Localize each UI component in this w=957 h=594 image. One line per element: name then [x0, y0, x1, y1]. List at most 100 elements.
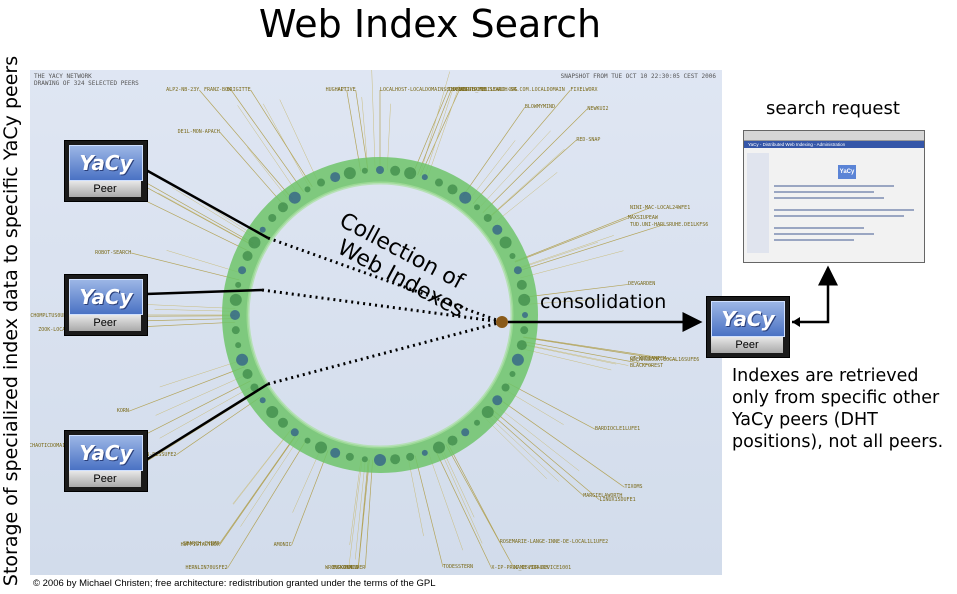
peer-name-label: KOAMIS — [340, 565, 359, 571]
ring-peer-node — [492, 224, 503, 235]
peer-ray — [517, 241, 598, 270]
panel-header-title: THE YACY NETWORK — [34, 73, 92, 80]
peer-name-label: EUROFOUNDER — [332, 565, 366, 571]
peer-ray — [233, 429, 292, 505]
peer-ray — [407, 457, 424, 537]
peer-ray — [219, 433, 298, 545]
yacy-logo: YaCy — [69, 145, 143, 181]
peer-name-label: WOLVERINE.SEARCH-SR.COM.LOCALDOMAIN — [459, 87, 565, 93]
peer-ray — [434, 449, 492, 569]
ring-peer-node — [238, 266, 247, 275]
ring-peer-node — [474, 419, 481, 426]
ring-peer-node — [361, 456, 368, 463]
ring-peer-node — [277, 202, 288, 213]
ring-peer-node — [317, 178, 326, 187]
peer-ray — [230, 89, 304, 192]
screenshot-text-line — [774, 191, 874, 193]
peer-ray — [159, 359, 243, 388]
ring-peer-node — [483, 213, 492, 222]
ring-peer-node — [248, 236, 261, 249]
peer-name-label: CHOMPLTUS0UD10UFE0 — [30, 313, 85, 320]
peer-name-label: WRONG-GE4I9 — [325, 565, 359, 571]
peer-name-label: NDEAHSBOOK.LOCAL16SUFE6 — [630, 357, 700, 364]
ring-peer-node — [432, 441, 445, 454]
peer-ray — [199, 89, 293, 200]
peer-ray — [158, 192, 254, 246]
peer-box-2: YaCy Peer — [64, 274, 148, 336]
ring-peer-node — [492, 395, 503, 406]
peer-ray — [155, 373, 248, 416]
ring-peer-node — [343, 167, 356, 180]
ring-peer-node — [509, 370, 516, 377]
peer-name-label: AMONIC — [273, 542, 292, 549]
ring-peer-node — [235, 281, 242, 288]
network-graph — [84, 70, 677, 569]
ring-peer-node — [447, 435, 458, 446]
peer-ray — [488, 411, 584, 496]
request-arrow-left-head — [792, 317, 800, 327]
peer-name-label: ZOOK-LOCAL6DUFE1 — [38, 326, 87, 333]
peer-ray — [494, 404, 580, 472]
peer-name-label: FIXELWORX — [570, 87, 598, 93]
screenshot-text-line — [774, 197, 884, 199]
peer-ray — [520, 250, 624, 279]
peer-ray — [142, 180, 254, 244]
ring-peer-node — [242, 368, 253, 379]
browser-sidebar — [747, 153, 769, 253]
ring-peer-node — [421, 174, 428, 181]
peer-caption: Peer — [69, 181, 141, 197]
peer-name-label: LOCALHOST-LOCALDOMAINS8DUFE6 — [380, 87, 465, 93]
peer-ray — [227, 439, 307, 569]
peer-ray — [291, 450, 329, 546]
peer-ray — [447, 443, 501, 543]
peer-name-label: X-IP-PROC_DEVIDAUGY — [491, 565, 549, 571]
peer-ray — [171, 187, 257, 240]
screenshot-text-line — [774, 215, 904, 217]
ring-peer-node — [268, 213, 277, 222]
peer-name-label: TODESSTERN — [442, 563, 474, 570]
peer-ray — [518, 224, 664, 272]
screenshot-text-line — [774, 227, 864, 229]
peer-ray — [412, 89, 449, 174]
request-arrow-up — [792, 265, 838, 324]
browser-titlebar — [744, 131, 924, 141]
peer-name-label: LINUX15DUFE1 — [599, 496, 636, 503]
ring-peer-node — [513, 266, 522, 275]
ring-peer-node — [509, 253, 516, 260]
ring-peer-node — [266, 406, 279, 419]
peer-ray — [417, 89, 452, 176]
peer-ray — [427, 451, 464, 551]
page-title: Web Index Search — [258, 2, 602, 46]
ring-peer-node — [406, 452, 415, 461]
peer-name-label: NINI-MAC-LOCAL24WFE1 — [630, 204, 691, 211]
ring-peer-node — [481, 406, 494, 419]
peer-name-label: TIXOMS — [624, 484, 643, 491]
peer-ray — [219, 131, 285, 207]
peer-ray — [523, 284, 629, 298]
ring-peer-node — [277, 417, 288, 428]
ring-peer-node — [516, 340, 527, 351]
ring-nodes — [229, 165, 531, 466]
ring-peer-node — [447, 184, 458, 195]
yacy-logo: YaCy — [711, 301, 785, 337]
ring-peer-node — [288, 191, 301, 204]
peer-ray — [488, 139, 577, 219]
peer-ray — [521, 348, 612, 371]
peer-name-label: RED-SNAP — [576, 137, 601, 144]
ring-peer-node — [250, 383, 259, 392]
peer-ray — [522, 341, 653, 366]
ring-peer-node — [518, 293, 531, 306]
peer-name-label: KORN — [116, 408, 129, 415]
peer-box-3: YaCy Peer — [64, 430, 148, 492]
peer-ray — [498, 398, 625, 488]
peer-name-label: MARGIELAWORTH — [583, 492, 623, 499]
peer-name-label: TUXLANDTUXFE1 — [448, 87, 488, 93]
ring-peer-node — [376, 166, 384, 174]
search-request-label: search request — [766, 98, 900, 119]
ring-peer-node — [315, 441, 328, 454]
peer-name-label: BLACKFOREST — [630, 362, 664, 369]
peer-caption: Peer — [69, 471, 141, 487]
peer-ray — [348, 458, 363, 566]
peer-name-label: DEVGARDEN — [628, 281, 656, 288]
peer-ray — [507, 382, 596, 430]
